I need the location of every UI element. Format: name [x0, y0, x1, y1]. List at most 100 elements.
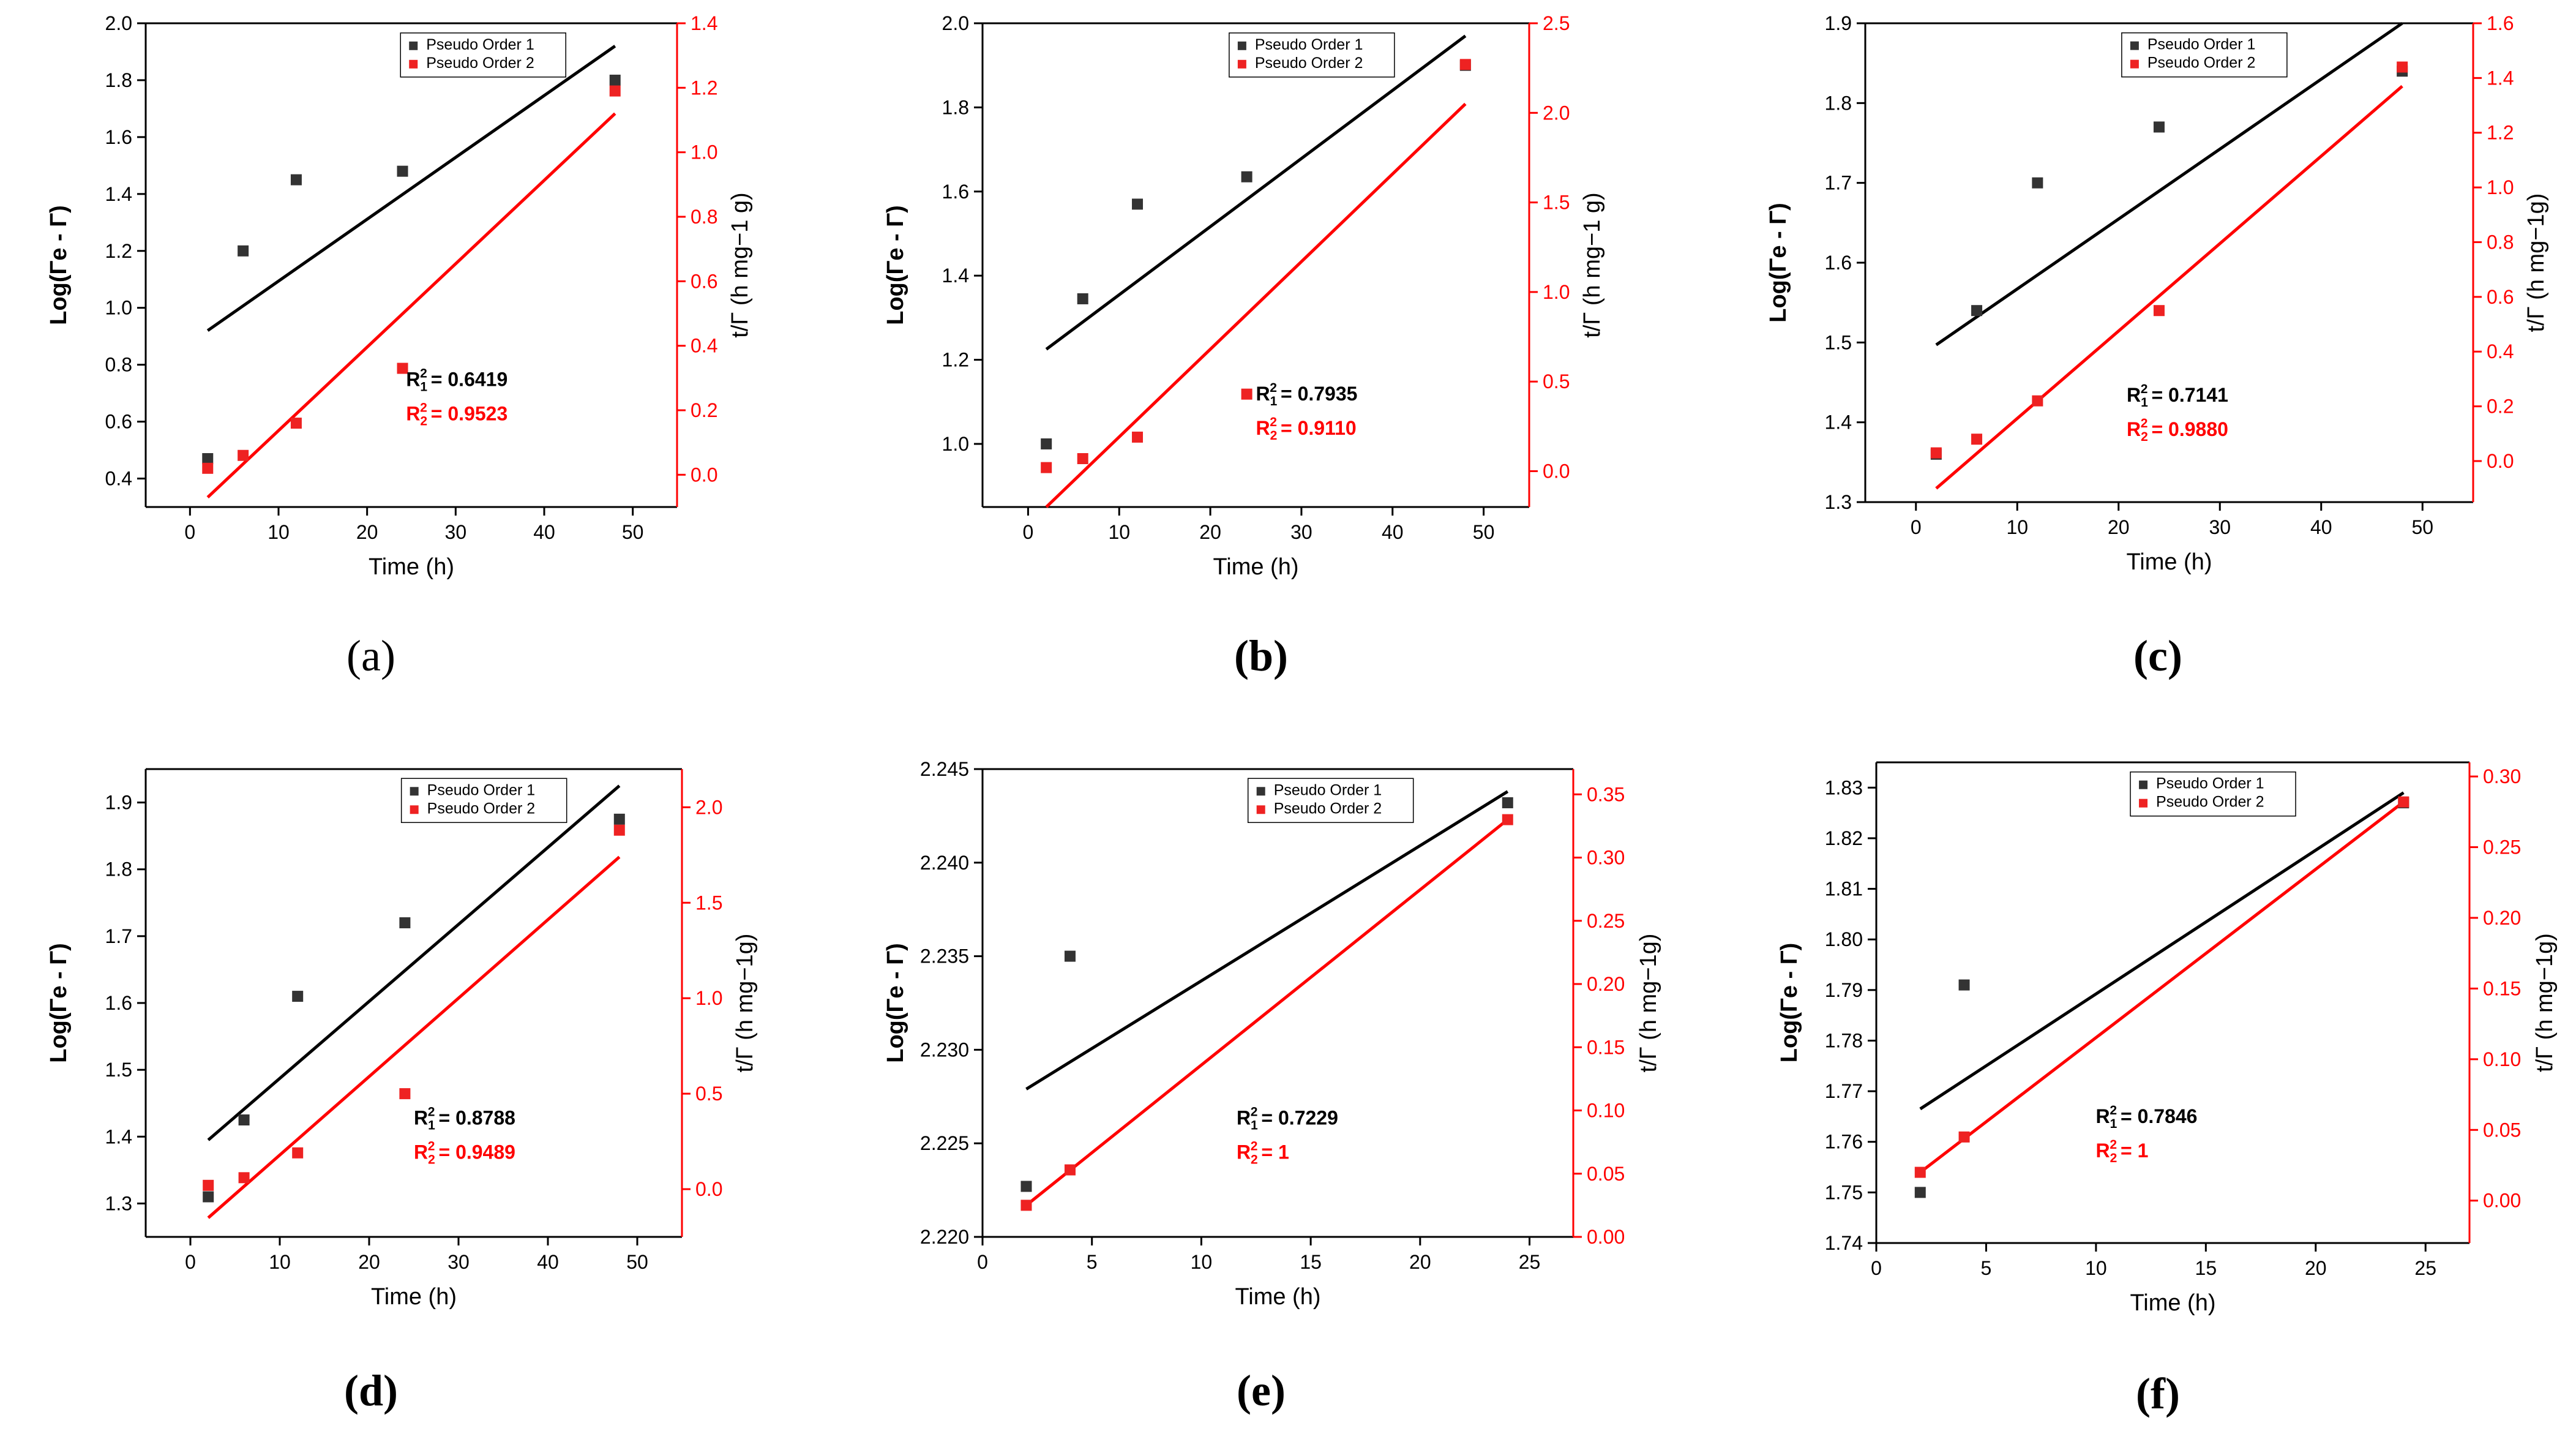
y2-tick-label: 1.4 [2487, 67, 2514, 89]
legend-box [2130, 771, 2296, 817]
r2-order-2: R22 = 0.9489 [414, 1140, 515, 1167]
point-order-2 [238, 1172, 250, 1184]
y-tick-label: 1.6 [105, 992, 132, 1014]
y2-tick-label: 0.15 [2483, 977, 2521, 999]
point-order-1 [1041, 438, 1052, 449]
x-tick-label: 15 [2195, 1257, 2217, 1279]
y-tick-label: 1.2 [942, 349, 969, 371]
y-tick-label: 1.83 [1825, 776, 1863, 798]
y-tick-label: 1.8 [942, 96, 969, 118]
legend-label: Pseudo Order 1 [1255, 36, 1363, 53]
x-tick-label: 30 [2209, 516, 2231, 538]
legend-label: Pseudo Order 2 [426, 54, 534, 72]
y-tick-label: 2.0 [942, 12, 969, 34]
y-tick-label: 0.6 [105, 411, 132, 433]
y-tick-label: 1.9 [1825, 12, 1852, 34]
point-order-1 [2153, 121, 2165, 133]
legend-marker-order-1 [1237, 41, 1246, 50]
y2-tick-label: 0.30 [1587, 847, 1625, 869]
y2-tick-label: 1.5 [695, 892, 722, 914]
point-order-1 [1064, 950, 1076, 962]
x-tick-label: 0 [1023, 521, 1034, 543]
fit-line-order-1 [207, 784, 621, 1141]
y-tick-label: 2.240 [920, 852, 969, 874]
point-order-2 [1930, 447, 1942, 459]
r2-order-1: R12 = 0.7935 [1256, 381, 1358, 408]
y2-tick-label: 0.00 [2483, 1190, 2521, 1212]
legend-marker-order-1 [410, 787, 419, 796]
y2-tick-label: 1.0 [695, 987, 722, 1009]
chart-panel: 0 10 20 30 40 50 1.3 1.4 1.5 1.6 1.7 1.8 1.9 0.0 0.5 1.… [46, 768, 758, 1415]
point-order-1 [238, 1114, 250, 1125]
x-tick-label: 20 [356, 521, 378, 543]
legend-box [1247, 778, 1414, 824]
r2-order-1: R12 = 0.7846 [2096, 1103, 2198, 1131]
x-tick-label: 40 [537, 1251, 559, 1273]
x-tick-label: 40 [1382, 521, 1404, 543]
x-tick-label: 0 [185, 1251, 196, 1273]
r2-order-2: R22 = 0.9880 [2127, 416, 2228, 444]
x-axis-title: Time (h) [1235, 1284, 1320, 1310]
x-axis-title: Time (h) [1213, 554, 1298, 580]
x-tick-label: 40 [533, 521, 555, 543]
y2-tick-label: 0.5 [1543, 370, 1570, 392]
y-tick-label: 1.4 [105, 1125, 132, 1147]
panel-label: (e) [1237, 1366, 1286, 1415]
r2-order-2: R22 = 0.9110 [1256, 415, 1357, 443]
y-tick-label: 1.76 [1825, 1131, 1863, 1153]
legend-box [400, 32, 566, 78]
x-tick-label: 5 [1087, 1251, 1098, 1273]
y2-tick-label: 0.6 [691, 270, 717, 292]
legend-label: Pseudo Order 1 [1274, 781, 1382, 798]
legend-box [400, 778, 567, 824]
point-order-2 [1971, 434, 1983, 445]
y2-tick-label: 0.0 [695, 1178, 722, 1200]
x-tick-label: 50 [1473, 521, 1495, 543]
fit-line-order-1 [1935, 21, 2403, 347]
x-tick-label: 50 [2411, 516, 2433, 538]
y2-tick-label: 0.15 [1587, 1036, 1625, 1058]
y-tick-label: 1.80 [1825, 928, 1863, 950]
point-order-2 [2032, 395, 2043, 407]
point-order-2 [2397, 61, 2408, 73]
legend-label: Pseudo Order 1 [426, 36, 534, 53]
x-tick-label: 10 [2085, 1257, 2107, 1279]
x-tick-label: 20 [1409, 1251, 1431, 1273]
y2-tick-label: 1.0 [1543, 281, 1570, 303]
x-axis-title: Time (h) [2126, 549, 2212, 575]
y-tick-label: 1.8 [105, 69, 132, 91]
y2-tick-label: 2.0 [1543, 102, 1570, 124]
y-tick-label: 2.225 [920, 1132, 969, 1154]
y2-tick-label: 1.0 [691, 141, 717, 163]
y2-axis-title: t/Γ (h mg−1g) [2532, 933, 2558, 1072]
y-tick-label: 2.220 [920, 1226, 969, 1248]
x-axis-title: Time (h) [369, 554, 454, 580]
x-tick-label: 15 [1300, 1251, 1322, 1273]
y2-tick-label: 0.6 [2487, 286, 2514, 308]
y2-tick-label: 0.0 [691, 464, 717, 486]
x-tick-label: 10 [1108, 521, 1130, 543]
legend-marker-order-1 [2130, 41, 2139, 50]
point-order-1 [1241, 171, 1252, 182]
point-order-2 [2398, 796, 2409, 808]
y-tick-label: 1.3 [1825, 491, 1852, 513]
y-axis-title: Log(Γe - Γ) [1777, 943, 1802, 1063]
y2-tick-label: 0.2 [2487, 396, 2514, 418]
y-tick-label: 1.81 [1825, 878, 1863, 900]
chart-panel: 0 10 20 30 40 50 0.4 0.6 0.8 1.0 1.2 1.4 1.6 1.8 2.0 0.… [46, 12, 753, 680]
point-order-2 [1459, 59, 1471, 70]
x-axis-title: Time (h) [2130, 1290, 2215, 1316]
chart-panel: 0 5 10 15 20 25 1.74 1.75 1.76 1.77 1.78 1.79 1.80 1.… [1777, 761, 2558, 1418]
x-tick-label: 20 [358, 1251, 380, 1273]
r2-order-1: R12 = 0.8788 [414, 1105, 515, 1133]
x-tick-label: 20 [1199, 521, 1221, 543]
legend-marker-order-1 [409, 41, 418, 50]
legend-label: Pseudo Order 2 [2156, 794, 2264, 811]
legend-box [2121, 32, 2288, 78]
y2-axis-title: t/Γ (h mg−1g) [1636, 934, 1661, 1073]
x-tick-label: 20 [2305, 1257, 2327, 1279]
x-tick-label: 0 [184, 521, 195, 543]
x-tick-label: 0 [1911, 516, 1922, 538]
y2-tick-label: 0.35 [1587, 783, 1625, 805]
